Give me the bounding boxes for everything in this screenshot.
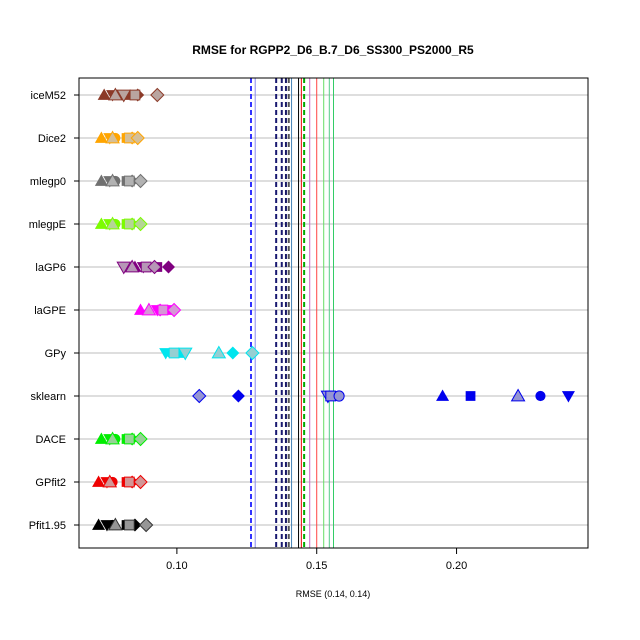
square-marker (168, 347, 180, 359)
y-tick-label: GPfit2 (35, 477, 66, 489)
diamond-marker (166, 302, 182, 318)
diamond-marker (130, 130, 145, 146)
square-marker (123, 175, 135, 187)
diamond-marker (161, 260, 175, 274)
y-tick-label: sklearn (31, 391, 66, 403)
triangle-marker (102, 474, 118, 488)
square-marker (123, 433, 135, 445)
square-marker (129, 89, 141, 101)
triangle-marker (94, 131, 108, 143)
square-marker (123, 519, 135, 531)
diamond-marker (133, 474, 148, 490)
y-tick-label: mlegpE (29, 219, 66, 231)
diamond-marker (245, 345, 260, 361)
triangle-marker (94, 174, 108, 186)
y-tick-label: mlegp0 (30, 176, 66, 188)
plot-frame (78, 77, 589, 549)
diamond-marker (150, 87, 165, 103)
circle-marker (535, 390, 546, 402)
x-tick-label: 0.10 (166, 560, 187, 572)
circle-marker (333, 390, 345, 402)
x-axis-label: RMSE (0.14, 0.14) (296, 589, 371, 599)
diamond-marker (147, 259, 162, 275)
diamond-marker (226, 346, 240, 360)
y-tick-label: Pfit1.95 (29, 520, 66, 532)
square-marker (124, 90, 135, 100)
triangle-marker (141, 302, 157, 316)
triangle-marker (510, 388, 526, 402)
diamond-marker (231, 389, 245, 403)
triangle-marker (105, 130, 120, 144)
y-tick-label: iceM52 (31, 90, 66, 102)
square-marker (123, 476, 135, 488)
data-points (92, 87, 575, 533)
diamond-marker (138, 517, 154, 533)
triangle-down-marker (177, 347, 193, 361)
triangle-marker (105, 216, 120, 230)
x-tick-label: 0.20 (446, 560, 467, 572)
y-tick-label: Dice2 (38, 133, 66, 145)
triangle-marker (97, 88, 111, 100)
triangle-marker (107, 517, 123, 531)
square-marker (465, 391, 476, 401)
triangle-down-marker (116, 89, 132, 103)
triangle-marker (107, 87, 123, 101)
y-axis: iceM52 Dice2 mlegp0 mlegpE laGP6 laGPE GPy skle… (29, 90, 79, 532)
y-tick-label: GPy (45, 348, 67, 360)
triangle-marker (94, 217, 108, 229)
x-tick-label: 0.15 (306, 560, 327, 572)
square-marker (157, 304, 169, 316)
triangle-marker (211, 345, 227, 359)
triangle-down-marker (561, 391, 575, 403)
triangle-marker (92, 475, 106, 487)
square-marker (123, 218, 135, 230)
triangle-down-marker (116, 261, 132, 275)
diamond-marker (192, 388, 207, 404)
triangle-marker (436, 389, 450, 401)
y-tick-label: laGP6 (35, 262, 66, 274)
reference-lines (249, 78, 334, 548)
triangle-marker (105, 431, 120, 445)
triangle-marker (92, 518, 106, 530)
y-tick-label: DACE (35, 434, 66, 446)
square-marker (174, 348, 185, 358)
diamond-marker (133, 431, 148, 447)
diamond-marker (133, 216, 148, 232)
triangle-marker (124, 259, 140, 273)
triangle-marker (94, 432, 108, 444)
y-tick-label: laGPE (34, 305, 66, 317)
x-axis: 0.10 0.15 0.20 (166, 548, 467, 572)
diamond-marker (133, 173, 148, 189)
chart-title: RMSE for RGPP2_D6_B.7_D6_SS300_PS2000_R5 (192, 43, 474, 57)
triangle-marker (105, 173, 120, 187)
